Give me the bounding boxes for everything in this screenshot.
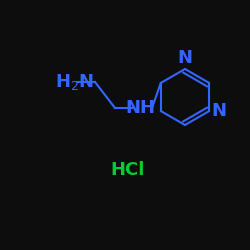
Text: N: N (178, 49, 192, 67)
Text: NH: NH (125, 99, 155, 117)
Text: HCl: HCl (111, 161, 145, 179)
Text: N: N (211, 102, 226, 120)
Text: H$_2$N: H$_2$N (55, 72, 94, 92)
